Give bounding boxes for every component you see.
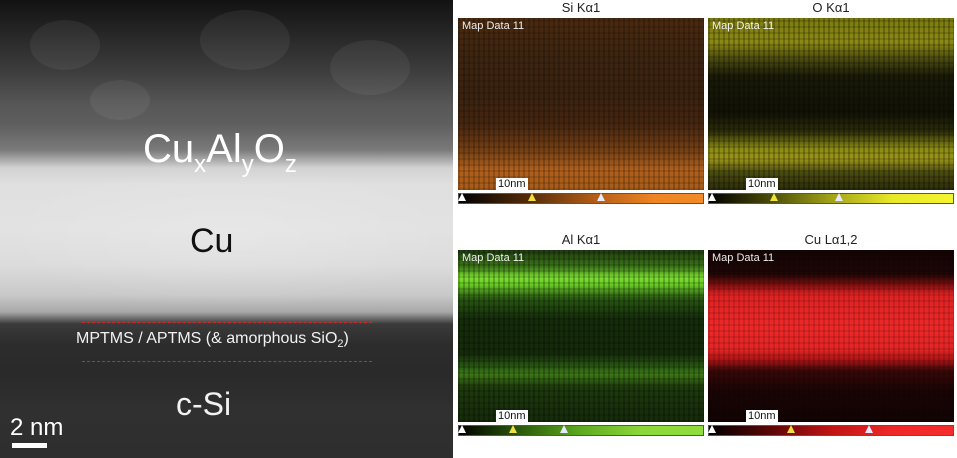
color-scale-marker[interactable] [708, 425, 716, 433]
color-scale-bar [458, 193, 704, 204]
surface-texture [90, 80, 150, 120]
color-scale-marker[interactable] [787, 425, 795, 433]
color-scale-bar [708, 193, 954, 204]
label-interface: MPTMS / APTMS (& amorphous SiO2) [76, 330, 349, 350]
panel-title: Cu Lα1,2 [804, 232, 858, 247]
color-scale-marker[interactable] [708, 193, 716, 201]
map-scale-label: 10nm [746, 178, 778, 190]
map-tag: Map Data 11 [462, 20, 525, 32]
panel-title: Si Kα1 [561, 0, 601, 15]
map-tag: Map Data 11 [462, 252, 525, 264]
color-scale-marker[interactable] [560, 425, 568, 433]
color-scale-marker[interactable] [528, 193, 536, 201]
surface-texture [200, 10, 290, 70]
color-scale-bar [458, 425, 704, 436]
map-tag: Map Data 11 [712, 252, 775, 264]
panel-title: O Kα1 [812, 0, 850, 15]
color-scale-marker[interactable] [509, 425, 517, 433]
panel-title: Al Kα1 [561, 232, 601, 247]
map-scale-label: 10nm [496, 410, 528, 422]
interface-line-bottom [82, 361, 372, 362]
scale-bar-label: 2 nm [10, 414, 64, 441]
scale-bar [12, 443, 47, 448]
stem-micrograph: CuxAlyOz Cu MPTMS / APTMS (& amorphous S… [0, 0, 453, 458]
map-scale-label: 10nm [746, 410, 778, 422]
eds-map-o: Map Data 11 10nm [708, 18, 954, 190]
map-tag: Map Data 11 [712, 20, 775, 32]
cu-layer-glow [0, 160, 453, 310]
color-scale-bar [708, 425, 954, 436]
color-scale-marker[interactable] [597, 193, 605, 201]
color-scale-marker[interactable] [865, 425, 873, 433]
map-scale-label: 10nm [496, 178, 528, 190]
eds-map-al: Map Data 11 10nm [458, 250, 704, 422]
surface-texture [30, 20, 100, 70]
color-scale-marker[interactable] [770, 193, 778, 201]
color-scale-marker[interactable] [835, 193, 843, 201]
eds-map-si: Map Data 11 10nm [458, 18, 704, 190]
eds-map-cu: Map Data 11 10nm [708, 250, 954, 422]
label-cuxalyoz: CuxAlyOz [143, 127, 297, 178]
label-c-si: c-Si [176, 386, 232, 422]
color-scale-marker[interactable] [458, 193, 466, 201]
color-scale-marker[interactable] [458, 425, 466, 433]
interface-line-top [82, 322, 372, 323]
label-cu: Cu [190, 222, 234, 260]
surface-texture [330, 40, 410, 95]
